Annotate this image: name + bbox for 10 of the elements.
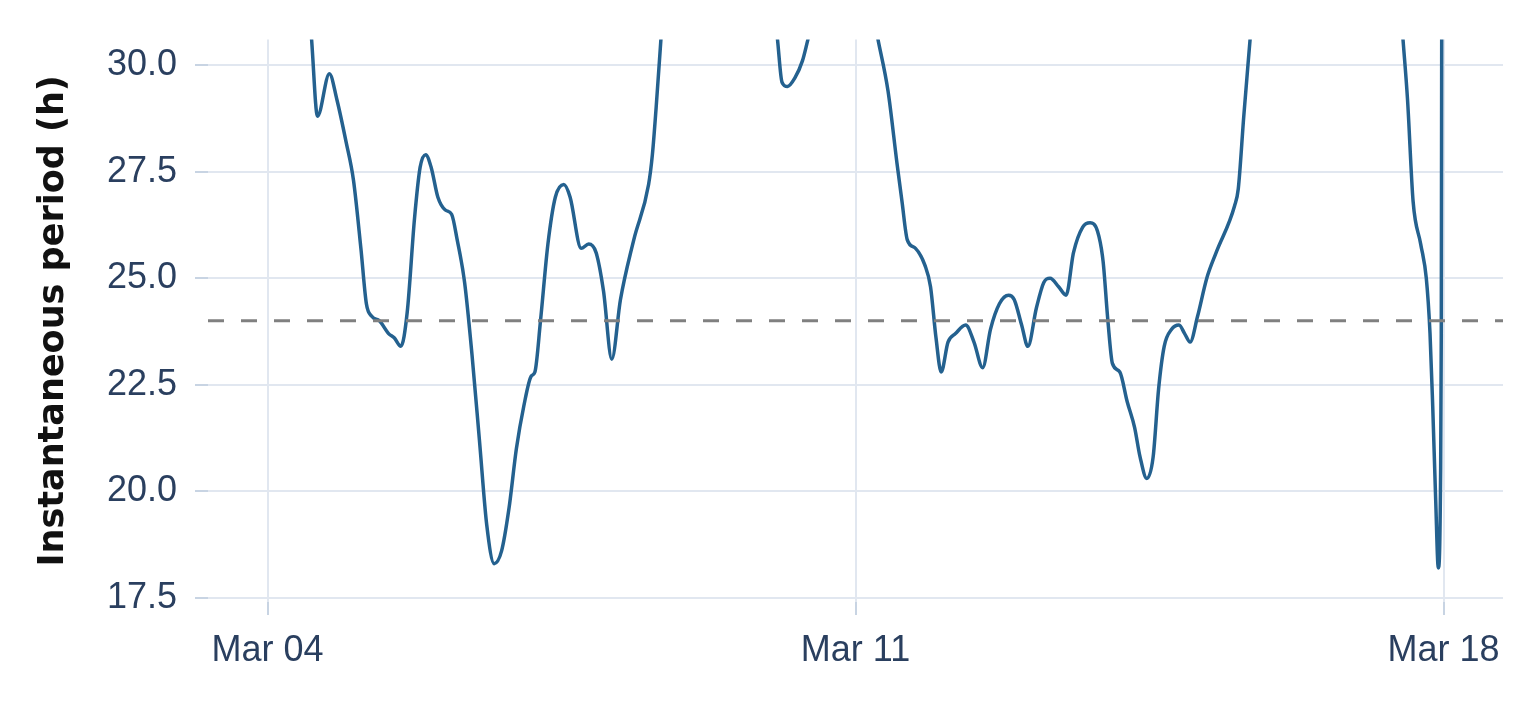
y-tick-label: 30.0 [106,42,177,84]
y-tick-label: 22.5 [106,361,177,403]
y-axis-title: Instantaneous period (h) [31,75,72,567]
y-tick-label: 20.0 [106,468,177,510]
x-tick-label: Mar 18 [1387,627,1500,669]
x-tick-label: Mar 04 [211,627,324,669]
x-tick-label: Mar 11 [800,627,911,669]
y-tick-label: 17.5 [106,574,177,616]
y-tick-label: 25.0 [106,255,177,297]
y-tick-label: 27.5 [106,148,177,190]
